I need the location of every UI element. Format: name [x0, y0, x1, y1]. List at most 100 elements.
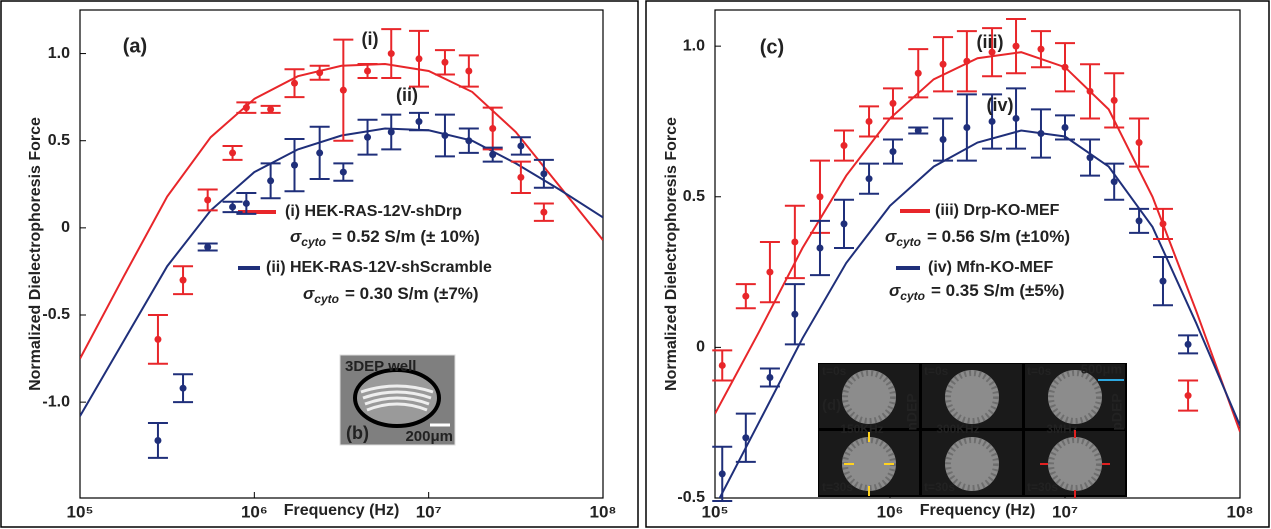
data-point — [840, 220, 848, 228]
data-point — [1159, 277, 1167, 285]
data-point — [988, 48, 996, 56]
y-tick-label: 0 — [696, 339, 705, 356]
data-point — [1110, 178, 1118, 186]
data-point — [1037, 45, 1045, 53]
data-point — [339, 86, 347, 94]
data-point — [1012, 114, 1020, 122]
data-point — [988, 117, 996, 125]
inset-label: 3MHz — [1046, 422, 1077, 436]
inset-label: t=30s — [1027, 480, 1058, 494]
y-tick-label: 1.0 — [48, 45, 70, 62]
sigma-subscript: cyto — [900, 289, 925, 303]
data-point — [1086, 87, 1094, 95]
data-point — [816, 193, 824, 201]
y-axis-label: Normalized Dielectrophoresis Force — [27, 117, 44, 391]
sigma-text: = 0.52 S/m (± 10%) — [332, 227, 480, 246]
data-point — [865, 117, 873, 125]
data-point — [267, 177, 275, 185]
data-point — [718, 470, 726, 478]
data-point — [489, 125, 497, 133]
data-point — [242, 104, 250, 112]
fit-line — [80, 62, 603, 360]
data-point — [441, 131, 449, 139]
y-tick-label: -1.0 — [42, 393, 70, 410]
cell-image — [945, 370, 999, 424]
data-point — [415, 55, 423, 63]
data-point — [316, 69, 324, 77]
data-point — [766, 268, 774, 276]
curve-label: (ii) — [396, 85, 418, 105]
data-point — [865, 175, 873, 183]
legend-label: (iii) Drp-KO-MEF — [935, 202, 1060, 219]
cell-image — [945, 437, 999, 491]
data-point — [179, 384, 187, 392]
data-point — [540, 208, 548, 216]
sigma-label: σcyto = 0.52 S/m (± 10%) — [290, 227, 480, 249]
cell-texture — [945, 370, 999, 424]
data-point — [387, 128, 395, 136]
curve-label: (iii) — [977, 32, 1004, 52]
data-point — [229, 203, 237, 211]
data-point — [415, 118, 423, 126]
panel-label: (c) — [760, 36, 784, 58]
data-point — [465, 67, 473, 75]
inset-label: t=0s — [1027, 364, 1052, 378]
inset-label: 3DEP well — [345, 358, 416, 375]
inset-label: nDEP — [904, 393, 920, 430]
panel-frame — [645, 0, 1270, 528]
data-point — [889, 99, 897, 107]
plot-frame — [79, 9, 604, 499]
sigma-label: σcyto = 0.35 S/m (±5%) — [889, 281, 1065, 303]
sigma-symbol: σ — [885, 227, 897, 246]
y-tick-label: 0.5 — [683, 188, 705, 205]
data-point — [291, 79, 299, 87]
inset-label: 200μm — [405, 428, 453, 445]
sigma-label: σcyto = 0.30 S/m (±7%) — [303, 284, 479, 306]
y-tick-label: -0.5 — [42, 306, 70, 323]
sigma-subscript: cyto — [896, 235, 921, 249]
sigma-subscript: cyto — [314, 292, 339, 306]
fit-line — [80, 127, 603, 417]
data-point — [387, 50, 395, 58]
data-point — [791, 238, 799, 246]
data-point — [939, 136, 947, 144]
y-tick-label: 0 — [61, 219, 70, 236]
data-point — [840, 142, 848, 150]
x-tick-label: 10⁸ — [1227, 502, 1254, 521]
x-axis-label: Frequency (Hz) — [920, 502, 1036, 519]
data-point — [179, 276, 187, 284]
sigma-symbol: σ — [290, 227, 302, 246]
data-point — [914, 69, 922, 77]
y-tick-label: -0.5 — [677, 489, 705, 506]
cell-texture — [945, 437, 999, 491]
inset-label: t=0s — [924, 364, 949, 378]
data-point — [489, 151, 497, 159]
sigma-text: = 0.56 S/m (±10%) — [927, 227, 1070, 246]
x-tick-label: 10⁵ — [67, 502, 94, 521]
data-point — [742, 292, 750, 300]
well-ring — [366, 402, 428, 412]
data-point — [1135, 217, 1143, 225]
y-tick-label: 0.5 — [48, 132, 70, 149]
data-point — [963, 57, 971, 65]
legend-label: (iv) Mfn-KO-MEF — [928, 259, 1054, 276]
legend-label: (ii) HEK-RAS-12V-shScramble — [266, 259, 492, 276]
cell-image — [842, 437, 896, 491]
data-point — [742, 434, 750, 442]
well-ring — [364, 396, 430, 406]
sigma-symbol: σ — [889, 281, 901, 300]
sigma-label: σcyto = 0.56 S/m (±10%) — [885, 227, 1070, 249]
sigma-text: = 0.35 S/m (±5%) — [931, 281, 1065, 300]
x-tick-label: 10⁶ — [241, 502, 268, 521]
x-tick-label: 10⁸ — [590, 502, 617, 521]
cell-texture — [842, 370, 896, 424]
x-tick-label: 10⁶ — [877, 502, 904, 521]
x-tick-label: 10⁷ — [1052, 502, 1078, 521]
data-point — [316, 149, 324, 157]
plot-frame — [714, 9, 1241, 499]
data-point — [939, 60, 947, 68]
data-point — [540, 170, 548, 178]
cell-image — [1048, 437, 1102, 491]
data-point — [154, 436, 162, 444]
data-point — [1110, 96, 1118, 104]
